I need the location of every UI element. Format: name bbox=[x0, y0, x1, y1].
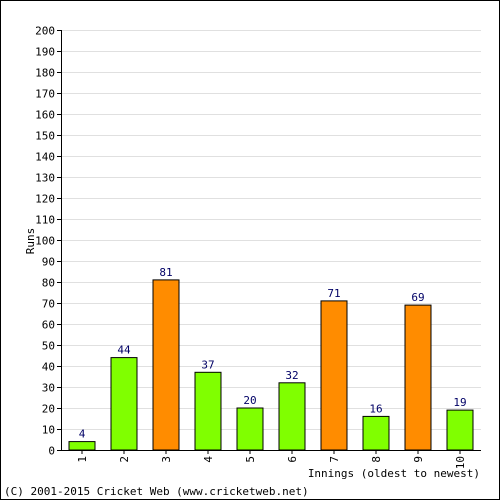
bar-value-label: 16 bbox=[369, 402, 382, 415]
y-axis-ticks: 0 10 20 30 40 50 60 70 80 90 100 110 120 130 140 150 160… bbox=[35, 25, 61, 458]
bar-value-label: 71 bbox=[327, 287, 340, 300]
y-tick-label: 110 bbox=[35, 214, 55, 227]
y-tick-label: 0 bbox=[48, 445, 55, 458]
y-tick-label: 200 bbox=[35, 25, 55, 38]
y-tick-label: 10 bbox=[42, 424, 55, 437]
bar bbox=[278, 382, 306, 451]
y-tick-label: 160 bbox=[35, 109, 55, 122]
y-tick-label: 20 bbox=[42, 403, 55, 416]
bar-value-label: 19 bbox=[453, 396, 466, 409]
y-tick-label: 80 bbox=[42, 277, 55, 290]
bar-value-label: 4 bbox=[79, 428, 86, 441]
x-tick-label: 1 bbox=[76, 456, 89, 463]
y-tick-label: 140 bbox=[35, 151, 55, 164]
y-tick-label: 150 bbox=[35, 130, 55, 143]
x-tick-label: 7 bbox=[328, 456, 341, 463]
bar bbox=[236, 407, 264, 451]
y-tick-label: 70 bbox=[42, 298, 55, 311]
x-tick-label: 9 bbox=[412, 456, 425, 463]
x-axis-title: Innings (oldest to newest) bbox=[308, 467, 480, 480]
x-tick-label: 4 bbox=[202, 456, 215, 463]
bar bbox=[404, 304, 432, 451]
x-tick-label: 2 bbox=[118, 456, 131, 463]
y-axis-title: Runs bbox=[24, 228, 37, 255]
y-tick-label: 120 bbox=[35, 193, 55, 206]
y-tick-label: 180 bbox=[35, 67, 55, 80]
y-tick-label: 30 bbox=[42, 382, 55, 395]
bar bbox=[320, 300, 348, 451]
y-tick-label: 60 bbox=[42, 319, 55, 332]
x-tick-label: 5 bbox=[244, 456, 257, 463]
bar bbox=[446, 409, 474, 451]
y-tick-label: 100 bbox=[35, 235, 55, 248]
x-tick-label: 10 bbox=[454, 456, 467, 469]
x-tick-label: 3 bbox=[160, 456, 173, 463]
y-tick-label: 170 bbox=[35, 88, 55, 101]
y-tick-label: 40 bbox=[42, 361, 55, 374]
bar-value-label: 69 bbox=[411, 291, 424, 304]
y-tick-label: 50 bbox=[42, 340, 55, 353]
bar-value-label: 20 bbox=[243, 394, 256, 407]
y-tick-label: 90 bbox=[42, 256, 55, 269]
x-tick-label: 8 bbox=[370, 456, 383, 463]
y-tick-label: 190 bbox=[35, 46, 55, 59]
bar bbox=[68, 441, 96, 451]
bar bbox=[110, 357, 138, 451]
bar-value-label: 81 bbox=[159, 266, 172, 279]
y-tick-label: 130 bbox=[35, 172, 55, 185]
bar bbox=[152, 279, 180, 451]
bar bbox=[362, 415, 390, 451]
bar bbox=[194, 371, 222, 451]
bar-value-label: 44 bbox=[117, 344, 131, 357]
bar-value-label: 32 bbox=[285, 369, 298, 382]
copyright-footer: (C) 2001-2015 Cricket Web (www.cricketwe… bbox=[4, 485, 309, 498]
x-tick-label: 6 bbox=[286, 456, 299, 463]
bar-value-label: 37 bbox=[201, 358, 214, 371]
